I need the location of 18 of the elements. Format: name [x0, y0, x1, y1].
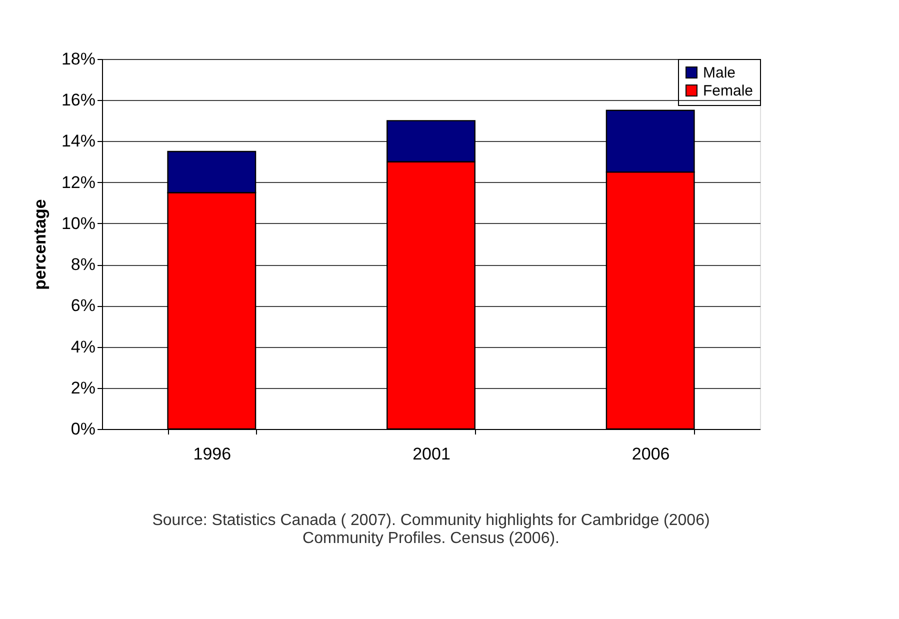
x-tick-label: 1996 — [193, 444, 232, 464]
y-tick-label: 10% — [61, 214, 96, 233]
y-tick-label: 8% — [70, 255, 96, 274]
y-tick-label: 0% — [70, 420, 96, 438]
legend-label: Male — [703, 64, 736, 82]
y-axis-title: percentage — [30, 199, 50, 290]
y-tick-label: 16% — [61, 90, 96, 110]
y-tick-label: 18% — [61, 50, 96, 68]
y-tick-label: 4% — [70, 337, 96, 356]
x-tick-label: 2001 — [412, 444, 450, 464]
legend-label: Female — [703, 82, 754, 100]
y-tick-label: 12% — [61, 172, 96, 192]
y-tick-label: 2% — [70, 378, 96, 398]
text: Community Profiles. Census (2006). — [302, 530, 560, 547]
y-tick-label: 6% — [70, 296, 96, 316]
x-tick-label: 2006 — [632, 444, 670, 464]
source-note: Source: Statistics Canada ( 2007). Community highlights for Cambridge (2006) — [152, 512, 710, 529]
y-tick-label: 14% — [61, 132, 96, 151]
